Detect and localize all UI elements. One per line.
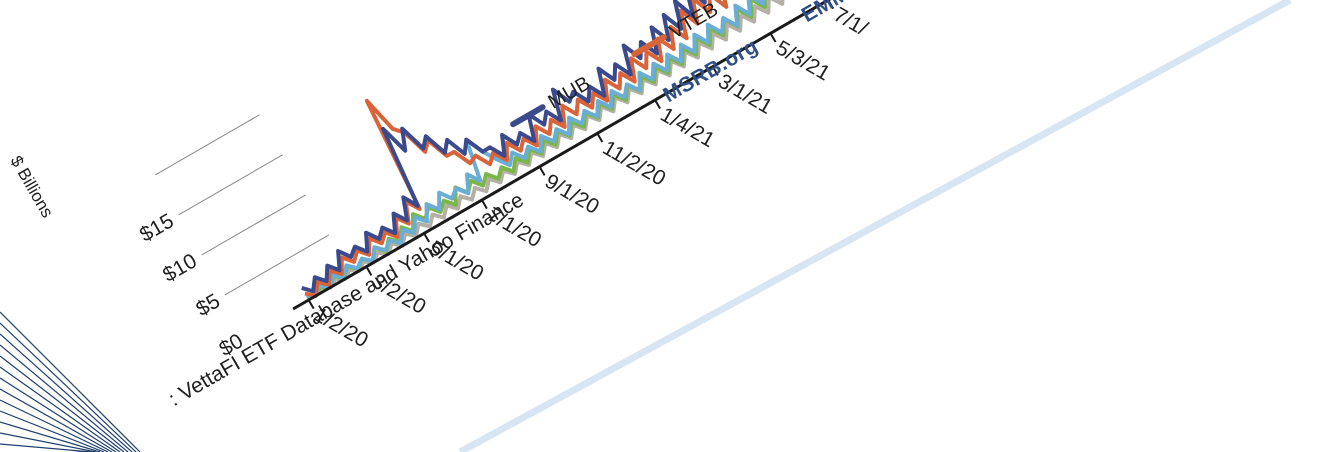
stripe — [0, 311, 141, 452]
stripe — [0, 333, 133, 452]
x-tick-mark — [769, 32, 777, 43]
stripe — [0, 366, 121, 452]
x-tick-mark — [827, 0, 835, 10]
x-tick-label: 1/4/21 — [656, 103, 718, 152]
y-axis-label: $ Billions — [7, 153, 57, 221]
stripe — [0, 388, 113, 452]
stripe — [0, 399, 109, 452]
stripe — [0, 443, 93, 452]
x-tick-mark — [423, 232, 430, 243]
stripe — [0, 421, 101, 452]
legend-swatch — [510, 104, 546, 128]
stripe — [0, 344, 129, 452]
corner-stripes — [0, 311, 141, 452]
x-tick-label: 9/1/20 — [541, 170, 603, 219]
decoration — [0, 0, 1292, 452]
legend-label: MUB — [545, 72, 594, 113]
y-tick-label: $10 — [159, 249, 201, 286]
x-tick-mark — [711, 66, 719, 76]
x-tick-mark — [480, 199, 488, 210]
y-tick-label: $5 — [192, 289, 224, 321]
x-tick-mark — [538, 166, 546, 176]
stripe — [0, 322, 137, 452]
stripe — [0, 410, 105, 452]
y-axis-ticks: $0$5$10$15 — [136, 209, 247, 361]
gridline — [178, 154, 283, 216]
series-line-unnamed-2 — [306, 0, 807, 299]
x-tick-label: 5/3/21 — [772, 36, 834, 85]
gridline — [224, 234, 330, 296]
series-layer — [301, 0, 813, 300]
x-tick-mark — [596, 132, 604, 143]
y-tick-label: $15 — [136, 209, 178, 246]
gridline — [201, 194, 306, 256]
series-line-mub — [301, 0, 783, 294]
series-line-sub — [306, 0, 813, 300]
x-tick-mark — [365, 266, 373, 276]
x-tick-label: 11/2/20 — [599, 136, 670, 190]
series-line-vteb — [304, 0, 781, 298]
accent-band — [458, 0, 1292, 452]
gridlines — [155, 114, 330, 296]
x-axis-ticks: 1/2/203/2/205/1/207/1/209/1/2011/2/201/4… — [307, 0, 872, 352]
chart-area: 1/2/203/2/205/1/207/1/209/1/2011/2/201/4… — [136, 0, 888, 411]
stripe — [0, 377, 117, 452]
stripe — [0, 355, 125, 452]
legend-swatch — [631, 34, 667, 58]
x-tick-mark — [654, 99, 661, 110]
stripe — [0, 432, 97, 452]
x-tick-label: 3/1/21 — [714, 70, 776, 119]
x-axis — [292, 0, 838, 311]
x-tick-mark — [307, 299, 315, 310]
source-note: : VettaFI ETF Database and Yahoo Finance — [165, 188, 528, 411]
gridline — [155, 114, 260, 176]
